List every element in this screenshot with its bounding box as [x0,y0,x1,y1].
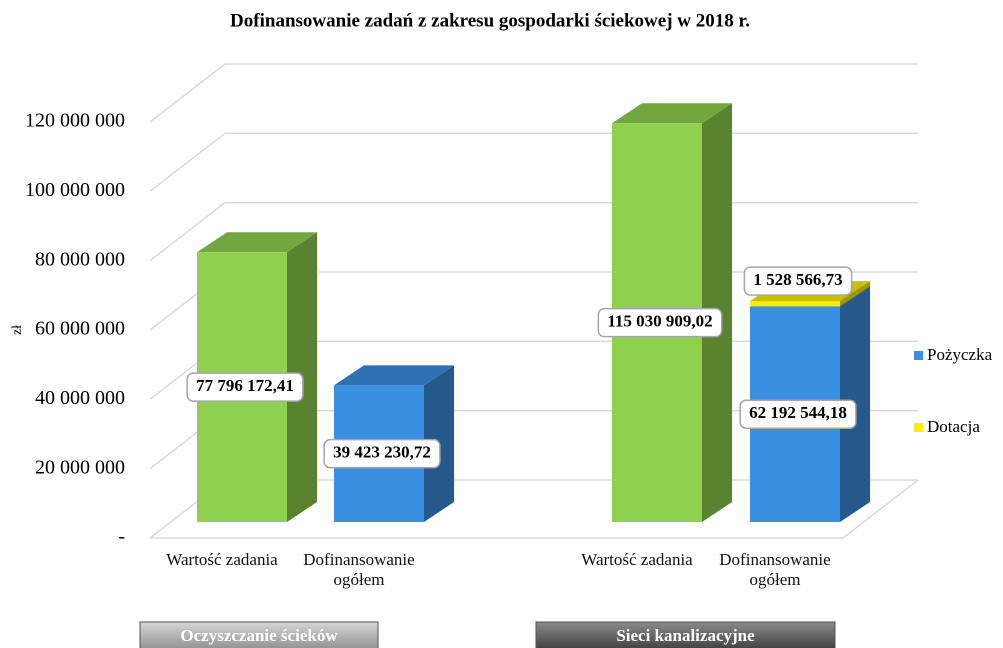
bar-top [197,232,317,253]
group-label: Sieci kanalizacyjne [616,626,755,645]
legend-label: Dotacja [927,417,980,436]
y-tick-label: 60 000 000 [35,318,125,340]
bar-side [840,281,870,307]
data-label: 77 796 172,41 [196,376,294,395]
x-tick-label: Wartość zadania [166,550,278,569]
legend-swatch [914,423,923,432]
data-label: 115 030 909,02 [607,312,712,331]
data-label: 39 423 230,72 [333,443,431,462]
group-label: Oczyszczanie ścieków [180,626,338,645]
data-label-box [186,372,304,402]
grid-line [149,132,918,192]
y-tick-label: - [118,526,125,548]
bar-top [612,103,732,124]
group-box [139,621,379,648]
y-tick-label: 100 000 000 [25,179,125,201]
data-label-box [597,307,723,338]
x-tick-label: Wartość zadania [581,550,693,569]
x-tick-label: Dofinansowanie ogółem [303,550,415,589]
x-tick-label: Dofinansowanie ogółem [719,550,831,589]
bar-front [750,301,840,307]
y-tick-label: 40 000 000 [35,387,125,409]
legend-label: Pożyczka [927,345,993,364]
bar-top [334,365,454,386]
legend-swatch [914,351,923,360]
data-label-box [743,266,853,296]
data-label: 62 192 544,18 [749,403,847,422]
group-box [535,621,836,648]
floor-right [842,479,919,539]
y-tick-label: 80 000 000 [35,248,125,270]
data-label-box [739,399,857,429]
y-axis-label: zł [10,325,25,335]
grid-line [149,63,918,123]
y-tick-label: 120 000 000 [25,110,125,132]
chart-title: Dofinansowanie zadań z zakresu gospodark… [230,10,750,31]
data-label-box [323,438,441,469]
data-label: 1 528 566,73 [753,270,842,289]
y-tick-label: 20 000 000 [35,456,125,478]
